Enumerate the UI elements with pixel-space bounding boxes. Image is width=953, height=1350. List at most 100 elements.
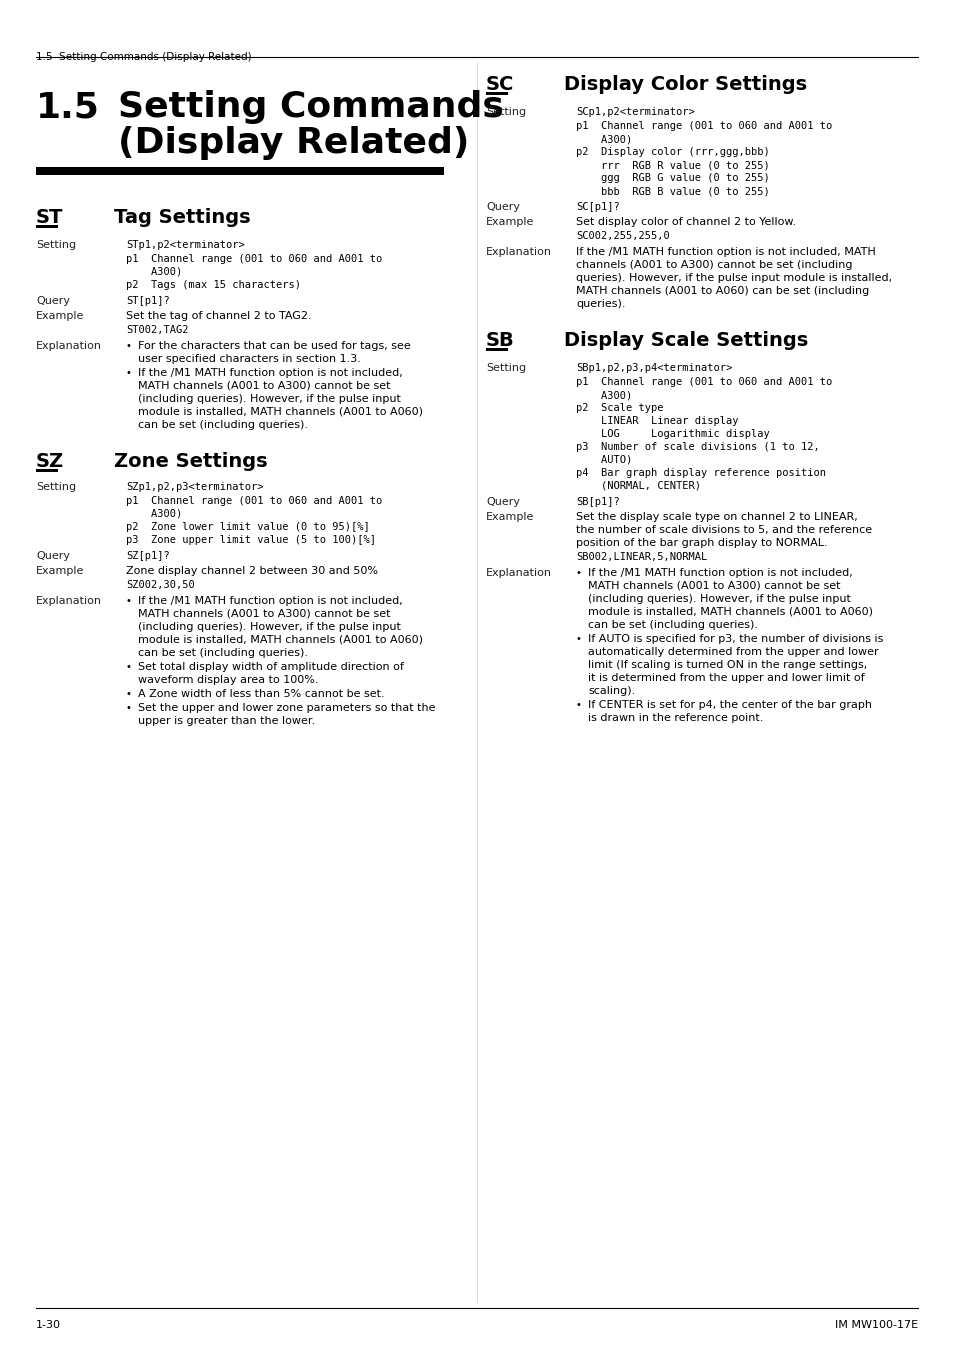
- Text: queries).: queries).: [576, 298, 625, 309]
- Text: 1-30: 1-30: [36, 1320, 61, 1330]
- Text: SZ002,30,50: SZ002,30,50: [126, 580, 194, 590]
- Text: •: •: [576, 568, 581, 578]
- Text: •: •: [126, 703, 132, 713]
- Text: Setting: Setting: [36, 482, 76, 491]
- Text: •: •: [126, 688, 132, 699]
- Text: Example: Example: [36, 310, 84, 321]
- Text: Query: Query: [485, 202, 519, 212]
- FancyBboxPatch shape: [36, 167, 443, 176]
- Text: SZ: SZ: [36, 452, 64, 471]
- Text: Set the display scale type on channel 2 to LINEAR,: Set the display scale type on channel 2 …: [576, 512, 857, 522]
- Text: ST[p1]?: ST[p1]?: [126, 296, 170, 306]
- Text: p3  Zone upper limit value (5 to 100)[%]: p3 Zone upper limit value (5 to 100)[%]: [126, 535, 375, 545]
- Text: Setting: Setting: [485, 107, 525, 117]
- Text: If the /M1 MATH function option is not included,: If the /M1 MATH function option is not i…: [138, 369, 402, 378]
- Text: SC[p1]?: SC[p1]?: [576, 202, 619, 212]
- Text: p1  Channel range (001 to 060 and A001 to: p1 Channel range (001 to 060 and A001 to: [576, 122, 831, 131]
- Text: MATH channels (A001 to A060) can be set (including: MATH channels (A001 to A060) can be set …: [576, 286, 868, 296]
- Text: SB002,LINEAR,5,NORMAL: SB002,LINEAR,5,NORMAL: [576, 552, 706, 562]
- Text: user specified characters in section 1.3.: user specified characters in section 1.3…: [138, 354, 360, 364]
- Text: channels (A001 to A300) cannot be set (including: channels (A001 to A300) cannot be set (i…: [576, 261, 852, 270]
- Text: p2  Scale type: p2 Scale type: [576, 404, 662, 413]
- Text: •: •: [126, 595, 132, 606]
- Text: Query: Query: [485, 497, 519, 508]
- FancyBboxPatch shape: [485, 348, 507, 351]
- FancyBboxPatch shape: [36, 468, 58, 472]
- Text: the number of scale divisions to 5, and the reference: the number of scale divisions to 5, and …: [576, 525, 871, 535]
- Text: ST002,TAG2: ST002,TAG2: [126, 325, 189, 335]
- Text: If the /M1 MATH function option is not included,: If the /M1 MATH function option is not i…: [587, 568, 852, 578]
- Text: Set the tag of channel 2 to TAG2.: Set the tag of channel 2 to TAG2.: [126, 310, 312, 321]
- Text: Query: Query: [36, 551, 70, 562]
- Text: LOG     Logarithmic display: LOG Logarithmic display: [576, 429, 769, 439]
- Text: •: •: [576, 701, 581, 710]
- Text: SCp1,p2<terminator>: SCp1,p2<terminator>: [576, 107, 694, 117]
- Text: position of the bar graph display to NORMAL.: position of the bar graph display to NOR…: [576, 539, 827, 548]
- Text: MATH channels (A001 to A300) cannot be set: MATH channels (A001 to A300) cannot be s…: [138, 381, 390, 392]
- Text: A300): A300): [576, 134, 632, 144]
- Text: (including queries). However, if the pulse input: (including queries). However, if the pul…: [138, 622, 400, 632]
- Text: (NORMAL, CENTER): (NORMAL, CENTER): [576, 481, 700, 491]
- Text: p4  Bar graph display reference position: p4 Bar graph display reference position: [576, 468, 825, 478]
- Text: p1  Channel range (001 to 060 and A001 to: p1 Channel range (001 to 060 and A001 to: [126, 254, 382, 265]
- Text: •: •: [126, 369, 132, 378]
- Text: can be set (including queries).: can be set (including queries).: [138, 648, 308, 657]
- Text: MATH channels (A001 to A300) cannot be set: MATH channels (A001 to A300) cannot be s…: [138, 609, 390, 620]
- Text: A300): A300): [126, 509, 182, 518]
- Text: Example: Example: [485, 512, 534, 522]
- Text: p2  Display color (rrr,ggg,bbb): p2 Display color (rrr,ggg,bbb): [576, 147, 769, 157]
- Text: If CENTER is set for p4, the center of the bar graph: If CENTER is set for p4, the center of t…: [587, 701, 871, 710]
- Text: SBp1,p2,p3,p4<terminator>: SBp1,p2,p3,p4<terminator>: [576, 363, 732, 373]
- Text: rrr  RGB R value (0 to 255): rrr RGB R value (0 to 255): [576, 161, 769, 170]
- Text: p2  Zone lower limit value (0 to 95)[%]: p2 Zone lower limit value (0 to 95)[%]: [126, 522, 370, 532]
- Text: Tag Settings: Tag Settings: [113, 208, 251, 227]
- Text: A300): A300): [576, 390, 632, 400]
- Text: queries). However, if the pulse input module is installed,: queries). However, if the pulse input mo…: [576, 273, 891, 284]
- Text: 1.5  Setting Commands (Display Related): 1.5 Setting Commands (Display Related): [36, 53, 252, 62]
- Text: •: •: [126, 662, 132, 672]
- Text: STp1,p2<terminator>: STp1,p2<terminator>: [126, 240, 245, 250]
- FancyBboxPatch shape: [485, 92, 507, 95]
- Text: SC002,255,255,0: SC002,255,255,0: [576, 231, 669, 242]
- Text: For the characters that can be used for tags, see: For the characters that can be used for …: [138, 342, 411, 351]
- Text: p2  Tags (max 15 characters): p2 Tags (max 15 characters): [126, 279, 301, 290]
- Text: •: •: [576, 634, 581, 644]
- Text: Explanation: Explanation: [36, 595, 102, 606]
- Text: (including queries). However, if the pulse input: (including queries). However, if the pul…: [587, 594, 850, 603]
- Text: p1  Channel range (001 to 060 and A001 to: p1 Channel range (001 to 060 and A001 to: [126, 495, 382, 506]
- Text: A300): A300): [126, 267, 182, 277]
- Text: 1.5: 1.5: [36, 90, 100, 124]
- Text: Example: Example: [485, 217, 534, 227]
- Text: MATH channels (A001 to A300) cannot be set: MATH channels (A001 to A300) cannot be s…: [587, 580, 840, 591]
- Text: Setting Commands: Setting Commands: [118, 90, 503, 124]
- Text: module is installed, MATH channels (A001 to A060): module is installed, MATH channels (A001…: [138, 406, 422, 417]
- Text: (including queries). However, if the pulse input: (including queries). However, if the pul…: [138, 394, 400, 404]
- FancyBboxPatch shape: [36, 225, 58, 228]
- Text: Set total display width of amplitude direction of: Set total display width of amplitude dir…: [138, 662, 403, 672]
- Text: If the /M1 MATH function option is not included, MATH: If the /M1 MATH function option is not i…: [576, 247, 875, 256]
- Text: module is installed, MATH channels (A001 to A060): module is installed, MATH channels (A001…: [138, 634, 422, 645]
- Text: limit (If scaling is turned ON in the range settings,: limit (If scaling is turned ON in the ra…: [587, 660, 866, 670]
- Text: Setting: Setting: [485, 363, 525, 373]
- Text: SB[p1]?: SB[p1]?: [576, 497, 619, 508]
- Text: Display Color Settings: Display Color Settings: [563, 76, 806, 95]
- Text: p1  Channel range (001 to 060 and A001 to: p1 Channel range (001 to 060 and A001 to: [576, 377, 831, 387]
- Text: (Display Related): (Display Related): [118, 126, 469, 161]
- Text: module is installed, MATH channels (A001 to A060): module is installed, MATH channels (A001…: [587, 608, 872, 617]
- Text: Example: Example: [36, 566, 84, 576]
- Text: can be set (including queries).: can be set (including queries).: [587, 620, 758, 630]
- Text: Query: Query: [36, 296, 70, 306]
- Text: A Zone width of less than 5% cannot be set.: A Zone width of less than 5% cannot be s…: [138, 688, 384, 699]
- Text: If the /M1 MATH function option is not included,: If the /M1 MATH function option is not i…: [138, 595, 402, 606]
- Text: Explanation: Explanation: [485, 568, 552, 578]
- Text: Explanation: Explanation: [485, 247, 552, 256]
- Text: it is determined from the upper and lower limit of: it is determined from the upper and lowe…: [587, 674, 863, 683]
- Text: upper is greater than the lower.: upper is greater than the lower.: [138, 716, 314, 726]
- Text: SZp1,p2,p3<terminator>: SZp1,p2,p3<terminator>: [126, 482, 263, 491]
- Text: bbb  RGB B value (0 to 255): bbb RGB B value (0 to 255): [576, 186, 769, 196]
- Text: waveform display area to 100%.: waveform display area to 100%.: [138, 675, 318, 684]
- Text: p3  Number of scale divisions (1 to 12,: p3 Number of scale divisions (1 to 12,: [576, 441, 819, 452]
- Text: Display Scale Settings: Display Scale Settings: [563, 331, 807, 350]
- Text: ST: ST: [36, 208, 63, 227]
- Text: Set the upper and lower zone parameters so that the: Set the upper and lower zone parameters …: [138, 703, 435, 713]
